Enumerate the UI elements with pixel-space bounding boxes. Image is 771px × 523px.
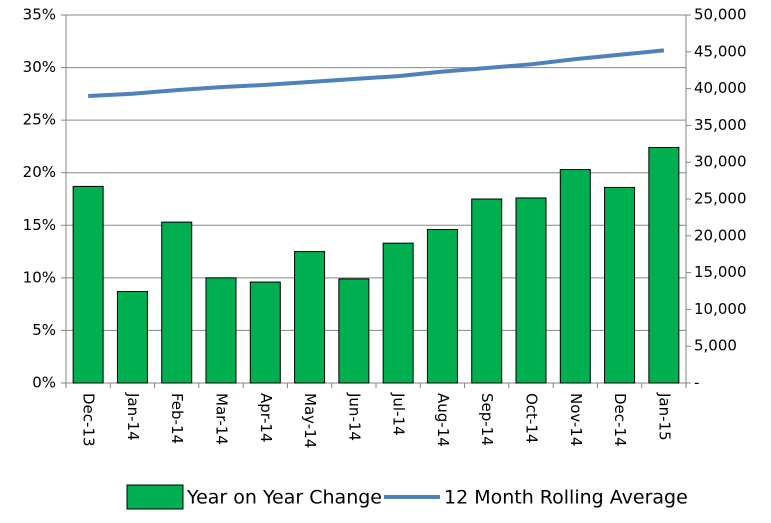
x-tick-label: Oct-14 <box>523 393 541 443</box>
x-tick-label: Jul-14 <box>390 392 408 436</box>
x-tick-label: Dec-14 <box>611 393 629 447</box>
y2-tick-label: 30,000 <box>694 153 747 171</box>
bar <box>72 185 104 384</box>
y2-tick-label: 5,000 <box>694 337 737 355</box>
bar <box>338 278 370 384</box>
x-tick-label: Sep-14 <box>478 393 496 446</box>
x-tick-label: Aug-14 <box>434 393 452 447</box>
bar <box>161 221 193 384</box>
legend-label: Year on Year Change <box>186 487 382 509</box>
bar <box>648 146 680 384</box>
bar <box>559 169 591 384</box>
y-tick-label: 25% <box>23 111 56 129</box>
bar <box>205 277 237 384</box>
y2-tick-label: 35,000 <box>694 116 747 134</box>
x-tick-label: May-14 <box>301 393 319 448</box>
bar <box>604 186 636 384</box>
bar <box>249 281 281 384</box>
x-tick-label: Jan-14 <box>124 392 142 441</box>
y2-tick-label: - <box>694 374 699 392</box>
bar <box>471 198 503 384</box>
y-tick-label: 20% <box>23 163 56 181</box>
bar <box>116 291 148 384</box>
y2-tick-label: 20,000 <box>694 226 747 244</box>
y-tick-label: 10% <box>23 268 56 286</box>
line <box>88 48 665 98</box>
plot-border <box>65 14 687 384</box>
bar <box>382 242 414 384</box>
x-tick-label: Jan-15 <box>655 392 673 441</box>
y2-tick-label: 50,000 <box>694 6 747 24</box>
y2-tick-label: 45,000 <box>694 42 747 60</box>
x-tick-label: Feb-14 <box>168 393 186 444</box>
y2-tick-label: 40,000 <box>694 79 747 97</box>
y-tick-label: 35% <box>23 6 56 24</box>
y-tick-label: 15% <box>23 216 56 234</box>
x-tick-label: Nov-14 <box>567 393 585 446</box>
legend-swatch <box>126 484 184 510</box>
y-tick-label: 0% <box>32 374 56 392</box>
x-tick-label: Mar-14 <box>213 393 231 445</box>
y2-tick-label: 15,000 <box>694 263 747 281</box>
bar <box>426 228 458 384</box>
y2-tick-label: 10,000 <box>694 300 747 318</box>
x-tick-label: Apr-14 <box>257 393 275 443</box>
bar <box>294 251 326 384</box>
legend-label: 12 Month Rolling Average <box>444 487 688 509</box>
legend: Year on Year Change 12 Month Rolling Aver… <box>126 484 688 510</box>
y-tick-label: 30% <box>23 58 56 76</box>
bar <box>515 197 547 384</box>
x-tick-label: Dec-13 <box>80 393 98 447</box>
x-tick-label: Jun-14 <box>345 392 363 441</box>
y2-tick-label: 25,000 <box>694 190 747 208</box>
y-tick-label: 5% <box>32 321 56 339</box>
